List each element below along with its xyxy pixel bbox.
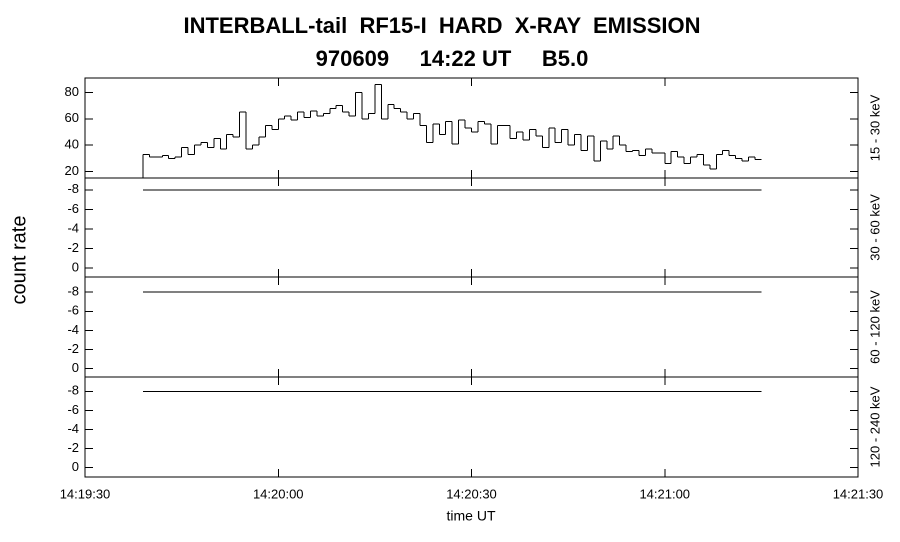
y-tick-label: -8 bbox=[67, 284, 79, 299]
y-tick-label: -6 bbox=[67, 201, 79, 216]
x-tick-label: 14:20:30 bbox=[446, 486, 497, 501]
y-tick-label: -2 bbox=[67, 341, 79, 356]
chart-subtitle: 970609 14:22 UT B5.0 bbox=[316, 46, 589, 71]
y-tick-label: 80 bbox=[65, 84, 79, 99]
y-tick-label: -6 bbox=[67, 402, 79, 417]
x-axis-label: time UT bbox=[447, 508, 496, 524]
y-tick-label: -4 bbox=[67, 220, 79, 235]
y-tick-label: 0 bbox=[72, 260, 79, 275]
panel-frame bbox=[84, 177, 859, 278]
panel-label: 30 - 60 keV bbox=[867, 194, 882, 261]
x-tick-label: 14:20:00 bbox=[253, 486, 304, 501]
y-tick-label: 0 bbox=[72, 360, 79, 375]
panel-label: 60 - 120 keV bbox=[867, 290, 882, 364]
panel-label: 120 - 240 keV bbox=[867, 386, 882, 467]
y-axis-label: count rate bbox=[8, 216, 30, 305]
panel-frame bbox=[84, 376, 859, 478]
panel-label: 15 - 30 keV bbox=[867, 94, 882, 161]
y-tick-label: 20 bbox=[65, 163, 79, 178]
y-tick-label: -6 bbox=[67, 303, 79, 318]
y-tick-label: -4 bbox=[67, 322, 79, 337]
y-tick-label: 0 bbox=[72, 459, 79, 474]
x-tick-label: 14:19:30 bbox=[60, 486, 111, 501]
y-tick-label: -4 bbox=[67, 421, 79, 436]
chart-title: INTERBALL-tail RF15-I HARD X-RAY EMISSIO… bbox=[183, 13, 700, 38]
x-tick-label: 14:21:30 bbox=[833, 486, 884, 501]
y-tick-label: -8 bbox=[67, 181, 79, 196]
y-tick-label: -8 bbox=[67, 383, 79, 398]
y-tick-label: -2 bbox=[67, 240, 79, 255]
y-tick-label: -2 bbox=[67, 440, 79, 455]
x-tick-label: 14:21:00 bbox=[639, 486, 690, 501]
y-tick-label: 40 bbox=[65, 137, 79, 152]
y-tick-label: 60 bbox=[65, 110, 79, 125]
step-connector bbox=[142, 84, 756, 178]
